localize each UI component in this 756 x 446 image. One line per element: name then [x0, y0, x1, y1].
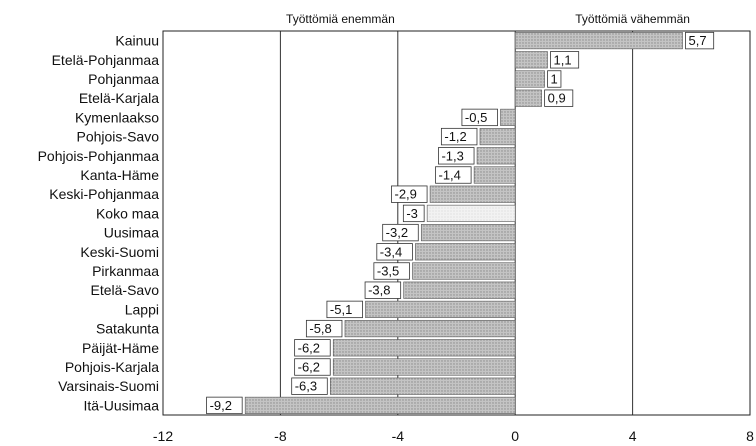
value-label-box	[402, 204, 425, 223]
value-label-box	[294, 339, 331, 357]
category-label: Pirkanmaa	[92, 263, 159, 279]
value-label-box	[435, 166, 472, 184]
value-label: -1,4	[439, 168, 461, 183]
category-label: Varsinais-Suomi	[58, 378, 159, 394]
bars	[244, 32, 683, 414]
bar	[415, 243, 516, 261]
x-tick-label: -4	[392, 428, 405, 444]
value-label: 1	[551, 72, 558, 87]
bar	[514, 32, 683, 50]
bar	[476, 147, 516, 165]
value-label-box	[547, 70, 562, 88]
bar	[473, 166, 516, 184]
value-label-box	[391, 185, 428, 203]
value-label-box	[544, 89, 574, 107]
category-label: Etelä-Savo	[91, 282, 160, 298]
bar	[514, 51, 548, 69]
value-label: -6,2	[298, 340, 320, 355]
x-tick-label: -12	[153, 428, 173, 444]
value-label-box	[326, 300, 363, 319]
value-label-box	[440, 127, 478, 146]
value-label-box	[364, 281, 402, 299]
value-label-box	[206, 396, 243, 415]
value-label: -5,1	[330, 302, 352, 317]
bar	[403, 281, 516, 299]
value-label-box	[382, 223, 419, 242]
value-label: -3,2	[386, 225, 408, 240]
plot-border	[162, 30, 751, 416]
value-label: -3,8	[368, 283, 390, 298]
bar	[412, 262, 516, 280]
value-label: 5,7	[688, 33, 706, 48]
category-label: Uusimaa	[104, 225, 159, 241]
bar	[514, 70, 545, 88]
x-tick-label: 0	[511, 428, 519, 444]
category-label: Keski-Pohjanmaa	[49, 186, 159, 202]
value-label: -3,5	[377, 264, 399, 279]
value-label-box	[438, 147, 475, 165]
bar	[329, 377, 516, 395]
category-label: Etelä-Pohjanmaa	[52, 52, 160, 68]
plot-frame	[162, 30, 751, 416]
bar	[500, 108, 516, 126]
bar	[426, 204, 516, 222]
value-label: -9,2	[210, 398, 232, 413]
value-label: -6,3	[295, 379, 317, 394]
value-label-box	[291, 377, 328, 395]
category-label: Kanta-Häme	[80, 167, 159, 183]
bar	[514, 89, 542, 107]
category-label: Satakunta	[96, 321, 159, 337]
x-tick-label: -8	[274, 428, 287, 444]
bar	[332, 358, 516, 376]
category-label: Keski-Suomi	[80, 244, 159, 260]
value-label-box	[685, 31, 715, 50]
category-label: Päijät-Häme	[82, 340, 159, 356]
category-label: Lappi	[125, 301, 159, 317]
header-right-label: Työttömiä vähemmän	[575, 12, 690, 26]
bar	[344, 320, 516, 338]
value-label: -1,2	[444, 129, 466, 144]
value-label-box	[461, 108, 498, 127]
category-label: Itä-Uusimaa	[84, 397, 160, 413]
category-label: Pohjois-Pohjanmaa	[38, 148, 160, 164]
value-label: -3,4	[380, 244, 402, 259]
bar	[420, 224, 516, 242]
labels: 5,7 Kainuu 1,1 Etelä-Pohjanmaa 1 Pohjanmaa 0,9…	[38, 12, 755, 444]
value-label: -2,9	[394, 187, 416, 202]
value-label-box	[294, 358, 331, 376]
header-left-label: Työttömiä enemmän	[286, 12, 395, 26]
value-label: -1,3	[441, 148, 463, 163]
bar	[429, 185, 516, 203]
category-label: Pohjois-Karjala	[65, 359, 159, 375]
bar	[479, 128, 516, 146]
value-label: -0,5	[465, 110, 487, 125]
category-label: Pohjois-Savo	[77, 129, 160, 145]
x-tick-label: 8	[746, 428, 754, 444]
value-label: -6,2	[298, 360, 320, 375]
value-label: -5,8	[309, 321, 331, 336]
value-label-box	[376, 243, 413, 261]
bar	[244, 396, 516, 414]
category-label: Etelä-Karjala	[79, 90, 159, 106]
value-label: -3	[406, 206, 418, 221]
value-label-box	[550, 51, 580, 69]
value-label-box	[373, 262, 410, 280]
category-label: Kymenlaakso	[75, 109, 159, 125]
value-label: 0,9	[548, 91, 566, 106]
value-label-box	[305, 319, 343, 338]
bar	[332, 339, 516, 357]
bar	[365, 300, 516, 318]
category-label: Kainuu	[115, 33, 159, 49]
value-label: 1,1	[553, 52, 571, 67]
grid-lines	[279, 31, 634, 415]
x-tick-label: 4	[629, 428, 637, 444]
category-label: Pohjanmaa	[88, 71, 159, 87]
category-label: Koko maa	[96, 205, 159, 221]
